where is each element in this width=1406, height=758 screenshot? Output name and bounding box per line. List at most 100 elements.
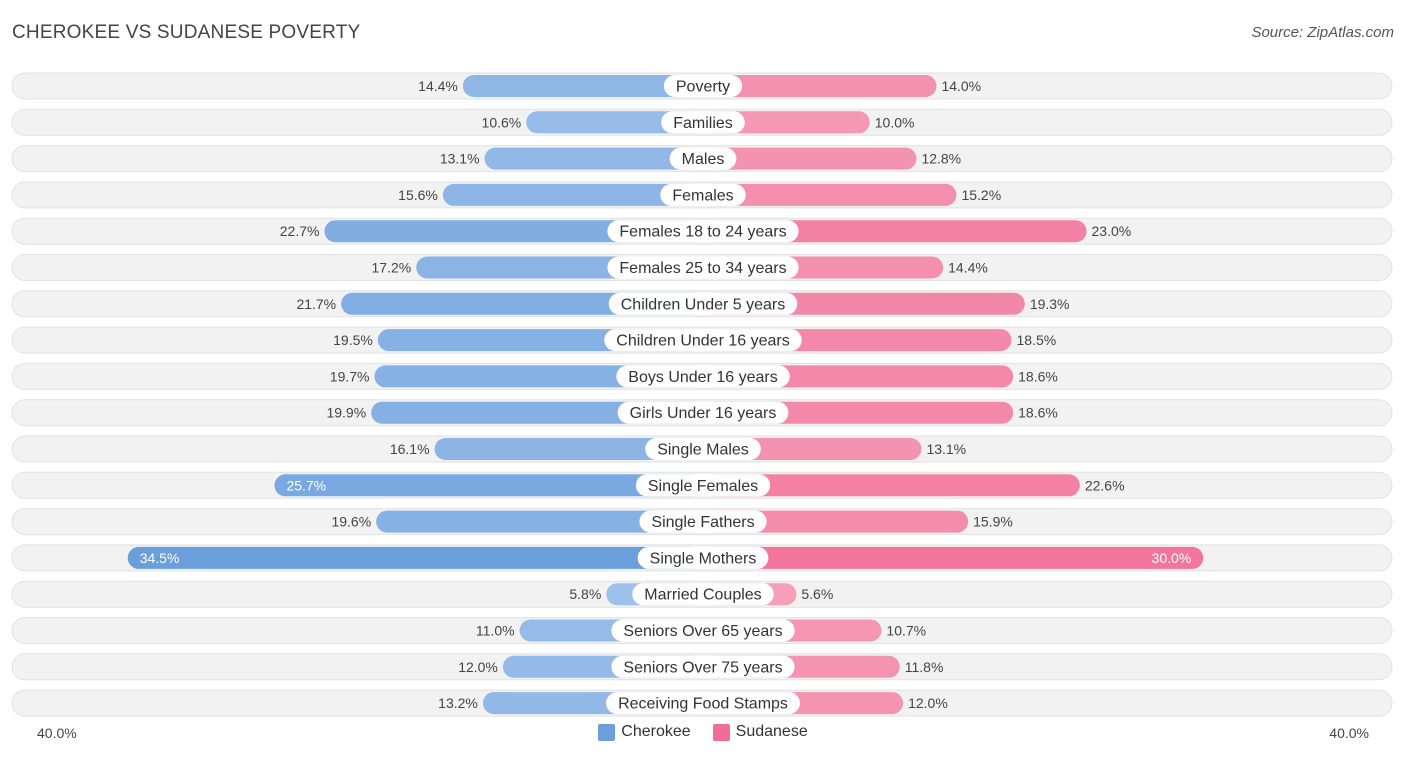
bar-sudanese bbox=[703, 474, 1080, 497]
chart-title: CHEROKEE VS SUDANESE POVERTY bbox=[12, 22, 361, 43]
category-pill bbox=[616, 365, 790, 388]
category-pill bbox=[611, 619, 795, 642]
value-label-cherokee: 19.9% bbox=[326, 405, 366, 421]
value-label-sudanese: 12.0% bbox=[908, 695, 948, 711]
bar-sudanese bbox=[703, 220, 1087, 243]
value-label-cherokee: 34.5% bbox=[140, 550, 180, 566]
value-label-cherokee: 25.7% bbox=[286, 477, 326, 493]
legend-label-sudanese: Sudanese bbox=[735, 723, 808, 740]
bar-sudanese bbox=[703, 546, 1204, 569]
category-label: Males bbox=[682, 151, 725, 168]
value-label-cherokee: 10.6% bbox=[482, 114, 522, 130]
category-pill bbox=[645, 438, 761, 460]
category-label: Single Fathers bbox=[651, 514, 754, 531]
value-label-cherokee: 21.7% bbox=[296, 296, 336, 312]
category-label: Poverty bbox=[676, 79, 730, 96]
value-label-sudanese: 18.6% bbox=[1018, 405, 1058, 421]
axis-right-label: 40.0% bbox=[1329, 725, 1369, 741]
value-label-sudanese: 22.6% bbox=[1085, 477, 1125, 493]
category-pill bbox=[604, 329, 802, 352]
category-pill bbox=[611, 655, 795, 678]
value-label-sudanese: 18.6% bbox=[1018, 368, 1058, 384]
category-pill bbox=[632, 583, 774, 606]
legend-label-cherokee: Cherokee bbox=[621, 723, 691, 740]
value-label-cherokee: 19.5% bbox=[333, 332, 373, 348]
category-label: Females bbox=[672, 187, 733, 204]
value-label-cherokee: 16.1% bbox=[390, 441, 430, 457]
legend-item-cherokee: Cherokee bbox=[598, 723, 691, 741]
category-label: Females 25 to 34 years bbox=[619, 260, 786, 277]
value-label-sudanese: 14.4% bbox=[948, 260, 988, 276]
category-label: Receiving Food Stamps bbox=[618, 696, 788, 713]
value-label-sudanese: 12.8% bbox=[921, 151, 961, 167]
category-pill bbox=[669, 147, 737, 170]
value-label-cherokee: 13.1% bbox=[440, 151, 480, 167]
bar-cherokee bbox=[324, 220, 703, 243]
bar-cherokee bbox=[526, 111, 703, 134]
category-pill bbox=[608, 292, 798, 315]
category-label: Families bbox=[673, 115, 733, 132]
bar-sudanese bbox=[703, 147, 917, 170]
legend-swatch-sudanese bbox=[712, 723, 730, 741]
value-label-cherokee: 11.0% bbox=[476, 623, 515, 639]
value-label-sudanese: 10.0% bbox=[875, 114, 915, 130]
category-label: Children Under 5 years bbox=[621, 296, 786, 313]
category-label: Seniors Over 75 years bbox=[623, 659, 782, 676]
bar-cherokee bbox=[127, 546, 703, 569]
value-label-cherokee: 14.4% bbox=[418, 78, 458, 94]
legend: Cherokee Sudanese bbox=[0, 723, 1406, 741]
category-label: Married Couples bbox=[644, 587, 761, 604]
axis-left-label: 40.0% bbox=[37, 725, 77, 741]
category-pill bbox=[607, 256, 799, 279]
value-label-sudanese: 10.7% bbox=[886, 623, 926, 639]
value-label-sudanese: 14.0% bbox=[941, 78, 981, 94]
value-label-cherokee: 13.2% bbox=[438, 695, 478, 711]
category-pill bbox=[663, 75, 743, 97]
value-label-sudanese: 5.6% bbox=[801, 586, 833, 602]
category-pill bbox=[606, 692, 800, 715]
category-label: Females 18 to 24 years bbox=[619, 224, 786, 241]
bar-sudanese bbox=[703, 111, 870, 134]
category-pill bbox=[607, 220, 799, 243]
bar-cherokee bbox=[442, 183, 703, 206]
value-label-cherokee: 19.7% bbox=[330, 368, 370, 384]
value-label-sudanese: 15.9% bbox=[973, 514, 1013, 530]
category-label: Seniors Over 65 years bbox=[623, 623, 782, 640]
value-label-sudanese: 13.1% bbox=[926, 441, 966, 457]
value-label-sudanese: 30.0% bbox=[1152, 550, 1192, 566]
category-label: Single Females bbox=[648, 478, 758, 495]
bar-sudanese bbox=[703, 75, 937, 97]
value-label-cherokee: 22.7% bbox=[280, 223, 320, 239]
legend-item-sudanese: Sudanese bbox=[712, 723, 808, 741]
category-pill bbox=[639, 510, 767, 533]
bar-sudanese bbox=[703, 183, 957, 206]
value-label-sudanese: 15.2% bbox=[961, 187, 1001, 203]
bar-cherokee bbox=[274, 474, 703, 497]
bar-cherokee bbox=[376, 510, 703, 533]
category-label: Girls Under 16 years bbox=[630, 405, 777, 422]
value-label-cherokee: 15.6% bbox=[398, 187, 438, 203]
category-label: Children Under 16 years bbox=[616, 333, 789, 350]
value-label-sudanese: 11.8% bbox=[905, 659, 944, 675]
category-label: Boys Under 16 years bbox=[628, 369, 777, 386]
value-label-sudanese: 23.0% bbox=[1092, 223, 1132, 239]
bar-cherokee bbox=[484, 147, 703, 170]
category-pill bbox=[660, 183, 746, 206]
category-pill bbox=[661, 111, 745, 134]
bar-sudanese bbox=[703, 510, 969, 533]
value-label-sudanese: 19.3% bbox=[1030, 296, 1070, 312]
value-label-cherokee: 12.0% bbox=[458, 659, 498, 675]
source-credit: Source: ZipAtlas.com bbox=[1251, 24, 1394, 41]
value-label-cherokee: 17.2% bbox=[371, 260, 411, 276]
value-label-cherokee: 19.6% bbox=[331, 514, 371, 530]
value-label-sudanese: 18.5% bbox=[1016, 332, 1056, 348]
category-pill bbox=[635, 474, 771, 497]
category-pill bbox=[617, 401, 789, 424]
category-label: Single Males bbox=[657, 442, 749, 459]
bar-cherokee bbox=[434, 438, 703, 460]
category-label: Single Mothers bbox=[650, 550, 757, 567]
value-label-cherokee: 5.8% bbox=[569, 586, 601, 602]
category-pill bbox=[637, 546, 769, 569]
bar-cherokee bbox=[462, 75, 703, 97]
